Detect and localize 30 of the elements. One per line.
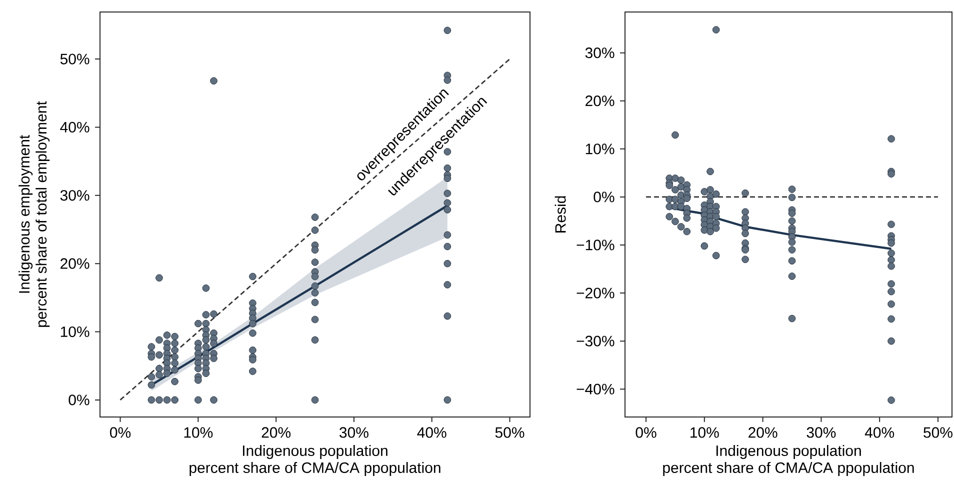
x-tick-label: 10% — [184, 427, 213, 438]
y-axis-title: Indigenous employment percent share of total employment — [18, 101, 50, 327]
x-tick-label: 20% — [748, 427, 778, 438]
y-tick-label: 30% — [60, 190, 90, 201]
x-tick-label: 10% — [690, 427, 719, 438]
x-axis-title: Indigenous population percent share of CMA/CA ppopulation — [190, 445, 440, 476]
x-tick-label: 0% — [636, 427, 656, 438]
x-tick-label: 0% — [110, 427, 131, 438]
x-tick-label: 20% — [262, 427, 291, 438]
x-tick-label: 30% — [340, 427, 368, 438]
x-tick-label: 40% — [864, 427, 894, 438]
y-tick-label: 40% — [60, 122, 90, 133]
y-tick-label: −40% — [576, 384, 614, 394]
x-tick-label: 40% — [417, 427, 446, 438]
x-axis-title: Indigenous population percent share of CMA/CA ppopulation — [663, 445, 914, 476]
y-tick-label: 10% — [60, 326, 90, 338]
x-tick-label: 50% — [495, 427, 524, 438]
y-tick-label: 10% — [586, 144, 614, 154]
y-tick-label: 20% — [60, 258, 90, 269]
y-tick-label: 0% — [594, 192, 614, 202]
y-tick-label: −10% — [576, 240, 614, 250]
y-tick-label: 30% — [585, 48, 614, 58]
y-tick-label: 20% — [586, 96, 614, 106]
y-tick-label: −20% — [576, 288, 614, 298]
x-tick-label: 50% — [924, 427, 952, 438]
y-tick-label: 0% — [68, 394, 90, 406]
x-tick-label: 30% — [806, 427, 836, 438]
y-tick-label: 50% — [60, 54, 90, 64]
y-tick-label: −30% — [576, 336, 614, 346]
y-axis-title: Resid — [554, 196, 566, 232]
